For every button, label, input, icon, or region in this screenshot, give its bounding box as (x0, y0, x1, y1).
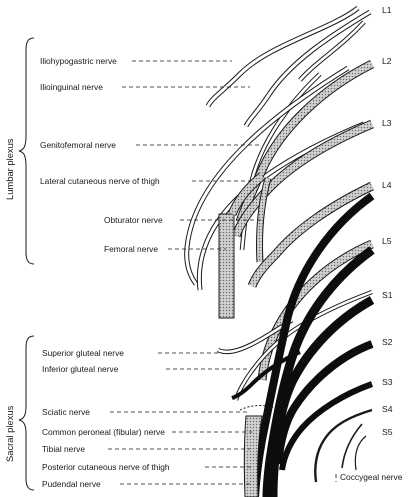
label-coccygeal-nerve: Coccygeal nerve (340, 472, 403, 482)
sacral-bracket (18, 335, 35, 491)
label-pudendal-nerve: Pudendal nerve (42, 479, 101, 489)
lumbar-bracket (18, 37, 35, 265)
label-superior-gluteal-nerve: Superior gluteal nerve (42, 348, 124, 358)
segment-label-s2: S2 (382, 337, 393, 347)
segment-label-l4: L4 (382, 180, 392, 190)
sciatic-nerve-sheath (243, 415, 263, 497)
label-femoral-nerve: Femoral nerve (104, 244, 158, 254)
segment-label-l1: L1 (382, 5, 392, 15)
leader-lines (108, 60, 337, 485)
label-sciatic-nerve: Sciatic nerve (42, 407, 90, 417)
segment-label-s3: S3 (382, 377, 393, 387)
segment-label-s5: S5 (382, 427, 393, 437)
femoral-nerve-trunk (218, 213, 235, 319)
label-ilioinguinal-nerve: Ilioinguinal nerve (40, 82, 103, 92)
sacral-plexus-label: Sacral plexus (4, 405, 15, 462)
inferior-gluteal-nerve-path (231, 350, 301, 400)
label-obturator-nerve: Obturator nerve (104, 215, 163, 225)
label-iliohypogastric-nerve: Iliohypogastric nerve (40, 56, 117, 66)
label-lateral-cutaneous-nerve: Lateral cutaneous nerve of thigh (40, 176, 160, 186)
label-posterior-cutaneous-nerve: Posterior cutaneous nerve of thigh (42, 462, 170, 472)
segment-label-s4: S4 (382, 404, 393, 414)
segment-label-s1: S1 (382, 290, 393, 300)
segment-label-l2: L2 (382, 56, 392, 66)
label-inferior-gluteal-nerve: Inferior gluteal nerve (42, 364, 119, 374)
segment-label-l5: L5 (382, 236, 392, 246)
segment-label-l3: L3 (382, 118, 392, 128)
label-common-peroneal-nerve: Common peroneal (fibular) nerve (42, 427, 165, 437)
label-genitofemoral-nerve: Genitofemoral nerve (40, 140, 116, 150)
lumbar-plexus-label: Lumbar plexus (4, 138, 15, 201)
label-tibial-nerve: Tibial nerve (42, 444, 85, 454)
